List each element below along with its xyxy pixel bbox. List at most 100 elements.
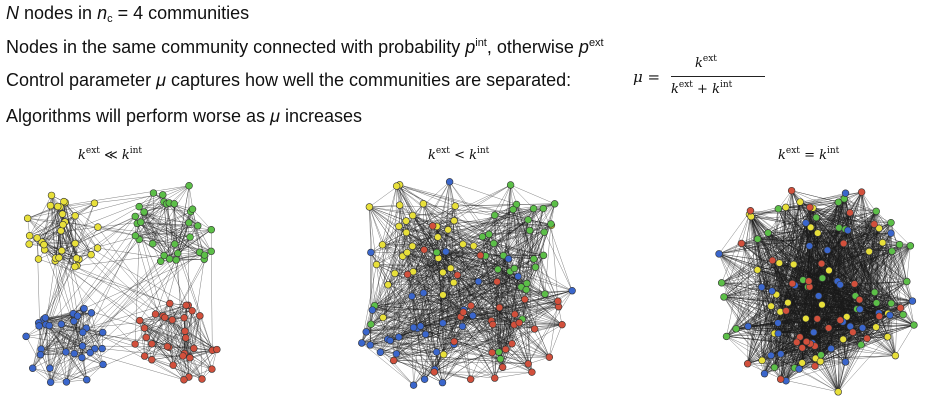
- edge: [423, 249, 472, 306]
- node: [419, 200, 428, 208]
- edge: [60, 230, 189, 306]
- node: [182, 334, 190, 342]
- edge: [747, 363, 775, 368]
- edge: [394, 215, 413, 274]
- node: [501, 345, 510, 354]
- node: [131, 231, 140, 240]
- node: [396, 201, 404, 209]
- node: [818, 274, 827, 282]
- edge: [457, 219, 529, 276]
- edge: [791, 190, 809, 282]
- edge: [90, 254, 186, 339]
- edge: [137, 223, 191, 238]
- edge: [433, 312, 464, 373]
- edge: [74, 215, 77, 259]
- node: [451, 202, 459, 210]
- node: [71, 212, 79, 220]
- node: [366, 341, 374, 349]
- edge: [167, 303, 171, 347]
- edge: [423, 292, 465, 311]
- panel3-k1: k: [778, 148, 786, 163]
- node: [93, 244, 102, 252]
- edge: [432, 225, 535, 330]
- node: [408, 242, 417, 250]
- edge: [457, 274, 500, 308]
- edge: [529, 230, 559, 302]
- edge: [169, 203, 175, 260]
- node: [498, 363, 507, 371]
- edge: [369, 206, 414, 272]
- p-ext-symbol: p: [578, 37, 589, 57]
- edge: [382, 226, 400, 245]
- edge: [463, 311, 529, 365]
- formula-num-sup: ext: [702, 54, 717, 64]
- edge: [65, 332, 83, 353]
- node: [367, 320, 375, 328]
- panel2-op: <: [454, 148, 465, 163]
- fraction-bar: [671, 76, 765, 77]
- node: [439, 350, 448, 359]
- node: [33, 234, 41, 242]
- panel1-op: ≪: [104, 148, 118, 163]
- edge: [747, 295, 819, 364]
- node: [163, 342, 172, 351]
- formula-denominator: kext + kint: [671, 80, 732, 97]
- node: [200, 251, 209, 259]
- node: [439, 268, 447, 277]
- edge: [796, 286, 810, 343]
- edge: [810, 343, 816, 367]
- node: [420, 246, 428, 254]
- edge: [399, 184, 495, 216]
- edge: [723, 243, 742, 298]
- line3-text-b: captures how well the communities are se…: [165, 70, 572, 90]
- panel-label-3: kext = kint: [778, 146, 839, 163]
- edge: [875, 211, 913, 302]
- node: [539, 204, 548, 213]
- edge: [43, 206, 61, 245]
- p-int-superscript: int: [475, 37, 487, 49]
- node: [358, 339, 366, 347]
- node: [438, 378, 447, 387]
- node: [834, 198, 843, 206]
- node: [796, 198, 804, 206]
- node: [157, 257, 165, 265]
- edge: [63, 201, 166, 318]
- node: [62, 348, 70, 356]
- edge: [779, 222, 807, 264]
- edge: [866, 324, 915, 339]
- node: [403, 248, 411, 257]
- edge: [82, 253, 178, 347]
- node: [190, 344, 198, 353]
- node: [767, 302, 775, 310]
- node: [788, 279, 797, 288]
- edge: [843, 243, 891, 316]
- edge: [177, 253, 213, 351]
- edge: [524, 299, 563, 325]
- edge: [747, 193, 846, 364]
- node: [140, 324, 149, 332]
- edge: [144, 327, 185, 354]
- node: [135, 202, 143, 211]
- node: [806, 203, 814, 212]
- edge: [163, 225, 198, 256]
- edge: [799, 263, 822, 338]
- node: [58, 247, 66, 255]
- edge: [423, 225, 433, 293]
- edge: [496, 281, 559, 307]
- edge: [38, 258, 170, 304]
- node: [131, 340, 139, 348]
- formula-den-k: k: [671, 82, 679, 97]
- edge: [543, 232, 545, 256]
- node: [392, 182, 401, 190]
- edge: [387, 236, 438, 285]
- edge: [866, 314, 904, 339]
- edge: [772, 260, 816, 347]
- edge: [393, 255, 481, 361]
- edge: [806, 281, 809, 342]
- edge: [785, 310, 801, 338]
- node: [857, 188, 866, 196]
- node: [506, 181, 515, 189]
- node: [22, 332, 30, 341]
- edge: [169, 303, 174, 366]
- node: [554, 297, 562, 305]
